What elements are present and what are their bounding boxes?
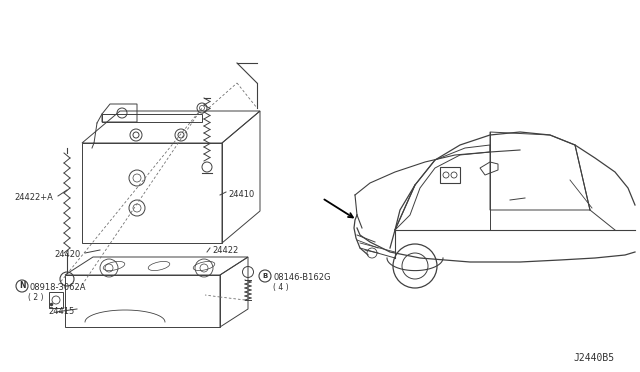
Text: 24410: 24410	[228, 190, 254, 199]
Text: ( 2 ): ( 2 )	[28, 293, 44, 302]
Text: N: N	[19, 282, 25, 291]
Text: 08146-B162G: 08146-B162G	[273, 273, 330, 282]
Text: 24415: 24415	[48, 307, 74, 316]
Text: 24420: 24420	[54, 250, 80, 259]
Text: ( 4 ): ( 4 )	[273, 283, 289, 292]
Text: 24422: 24422	[212, 246, 238, 255]
Text: B: B	[262, 273, 268, 279]
Text: J2440B5: J2440B5	[574, 353, 615, 363]
Text: 24422+A: 24422+A	[14, 193, 53, 202]
Text: 08918-3062A: 08918-3062A	[30, 283, 86, 292]
